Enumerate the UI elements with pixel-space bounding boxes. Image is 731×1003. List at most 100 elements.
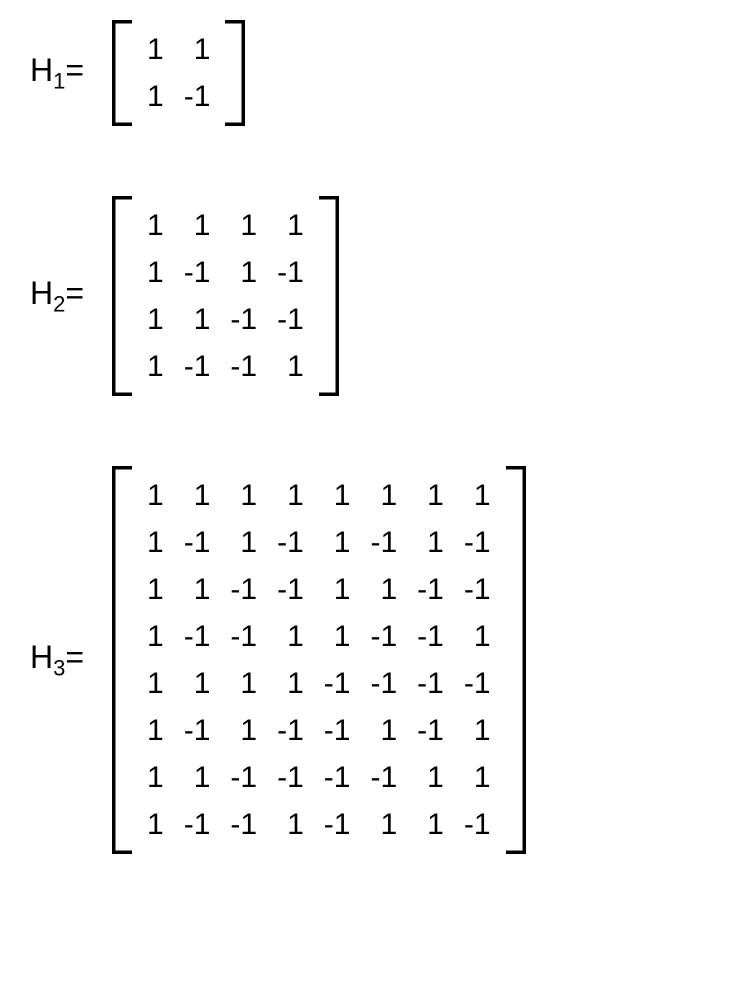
matrix-cell: -1 — [220, 801, 267, 848]
matrix-cell: 1 — [137, 707, 174, 754]
matrix-cell: -1 — [360, 754, 407, 801]
matrix-cell: 1 — [137, 343, 174, 390]
matrix-cell: -1 — [174, 249, 221, 296]
matrix-block-h3: H3=111111111-11-11-11-111-1-111-1-11-1-1… — [30, 466, 701, 854]
matrix-cell: 1 — [454, 707, 501, 754]
matrix-bracket-wrap: 111111111-11-11-11-111-1-111-1-11-1-111-… — [112, 466, 526, 854]
matrix-cell: 1 — [174, 754, 221, 801]
matrix-cell: 1 — [220, 660, 267, 707]
matrix-cell: 1 — [407, 472, 454, 519]
matrix-cell: -1 — [174, 343, 221, 390]
matrix-cell: -1 — [220, 343, 267, 390]
matrix-cell: 1 — [137, 754, 174, 801]
matrix-cell: -1 — [174, 801, 221, 848]
matrix-label-h3: H3= — [30, 639, 112, 681]
matrix-cell: 1 — [174, 26, 221, 73]
matrix-cell: 1 — [314, 613, 361, 660]
matrix-cell: 1 — [220, 519, 267, 566]
matrix-subscript: 1 — [53, 68, 65, 93]
matrix-cell: 1 — [267, 801, 314, 848]
matrix-cell: 1 — [174, 472, 221, 519]
matrix-cell: -1 — [360, 519, 407, 566]
matrix-cell: -1 — [267, 519, 314, 566]
matrix-cell: 1 — [220, 707, 267, 754]
matrix-cell: 1 — [137, 296, 174, 343]
matrix-cell: 1 — [314, 472, 361, 519]
matrix-cell: 1 — [267, 472, 314, 519]
matrix-cell: -1 — [314, 660, 361, 707]
matrix-cell: 1 — [454, 613, 501, 660]
matrix-cell: 1 — [267, 202, 314, 249]
matrix-cell: 1 — [314, 566, 361, 613]
matrix-cell: -1 — [267, 296, 314, 343]
matrix-cell: -1 — [220, 613, 267, 660]
matrix-cell: 1 — [407, 801, 454, 848]
matrix-subscript: 3 — [53, 655, 65, 680]
equals-sign: = — [65, 52, 84, 88]
matrix-cell: -1 — [360, 660, 407, 707]
matrix-grid: 111-1 — [133, 20, 224, 126]
left-bracket — [112, 466, 133, 854]
matrix-cell: -1 — [314, 754, 361, 801]
matrix-cell: -1 — [174, 613, 221, 660]
matrix-bracket-wrap: 111-1 — [112, 20, 245, 126]
matrix-cell: -1 — [407, 707, 454, 754]
equals-sign: = — [65, 639, 84, 675]
matrix-cell: -1 — [267, 707, 314, 754]
matrix-cell: 1 — [137, 26, 174, 73]
matrix-cell: 1 — [137, 249, 174, 296]
matrix-cell: 1 — [174, 202, 221, 249]
matrix-cell: -1 — [407, 613, 454, 660]
matrix-cell: -1 — [407, 660, 454, 707]
matrix-bracket-wrap: 11111-11-111-1-11-1-11 — [112, 196, 339, 396]
matrix-cell: -1 — [454, 660, 501, 707]
matrix-cell: -1 — [220, 296, 267, 343]
matrix-cell: 1 — [137, 566, 174, 613]
matrix-cell: 1 — [314, 519, 361, 566]
matrix-cell: -1 — [220, 754, 267, 801]
matrix-cell: -1 — [407, 566, 454, 613]
matrix-subscript: 2 — [53, 291, 65, 316]
left-bracket — [112, 20, 133, 126]
matrix-block-h1: H1=111-1 — [30, 20, 701, 126]
matrix-name: H — [30, 275, 53, 311]
matrix-name: H — [30, 639, 53, 675]
matrix-name: H — [30, 52, 53, 88]
matrix-cell: 1 — [360, 472, 407, 519]
matrix-label-h1: H1= — [30, 52, 112, 94]
matrix-cell: 1 — [454, 754, 501, 801]
matrix-cell: 1 — [137, 613, 174, 660]
matrix-cell: -1 — [174, 73, 221, 120]
matrix-cell: 1 — [267, 613, 314, 660]
matrix-cell: -1 — [454, 566, 501, 613]
matrix-cell: 1 — [220, 202, 267, 249]
matrix-cell: 1 — [267, 343, 314, 390]
left-bracket — [112, 196, 133, 396]
matrix-cell: 1 — [174, 566, 221, 613]
matrix-cell: -1 — [267, 566, 314, 613]
matrix-cell: -1 — [220, 566, 267, 613]
matrix-cell: -1 — [314, 707, 361, 754]
matrix-cell: 1 — [267, 660, 314, 707]
matrix-cell: -1 — [267, 249, 314, 296]
matrix-cell: 1 — [137, 801, 174, 848]
matrix-cell: 1 — [137, 519, 174, 566]
right-bracket — [318, 196, 339, 396]
matrix-cell: -1 — [454, 801, 501, 848]
equals-sign: = — [65, 275, 84, 311]
matrix-cell: 1 — [360, 566, 407, 613]
matrix-cell: 1 — [220, 249, 267, 296]
matrix-cell: 1 — [220, 472, 267, 519]
matrix-cell: 1 — [360, 801, 407, 848]
matrix-cell: 1 — [360, 707, 407, 754]
matrix-cell: 1 — [454, 472, 501, 519]
matrix-cell: 1 — [137, 202, 174, 249]
matrix-cell: 1 — [137, 660, 174, 707]
matrix-cell: 1 — [407, 519, 454, 566]
matrix-cell: -1 — [360, 613, 407, 660]
matrix-cell: 1 — [174, 296, 221, 343]
matrix-cell: 1 — [407, 754, 454, 801]
matrix-cell: 1 — [137, 73, 174, 120]
matrix-cell: -1 — [267, 754, 314, 801]
matrix-cell: 1 — [174, 660, 221, 707]
